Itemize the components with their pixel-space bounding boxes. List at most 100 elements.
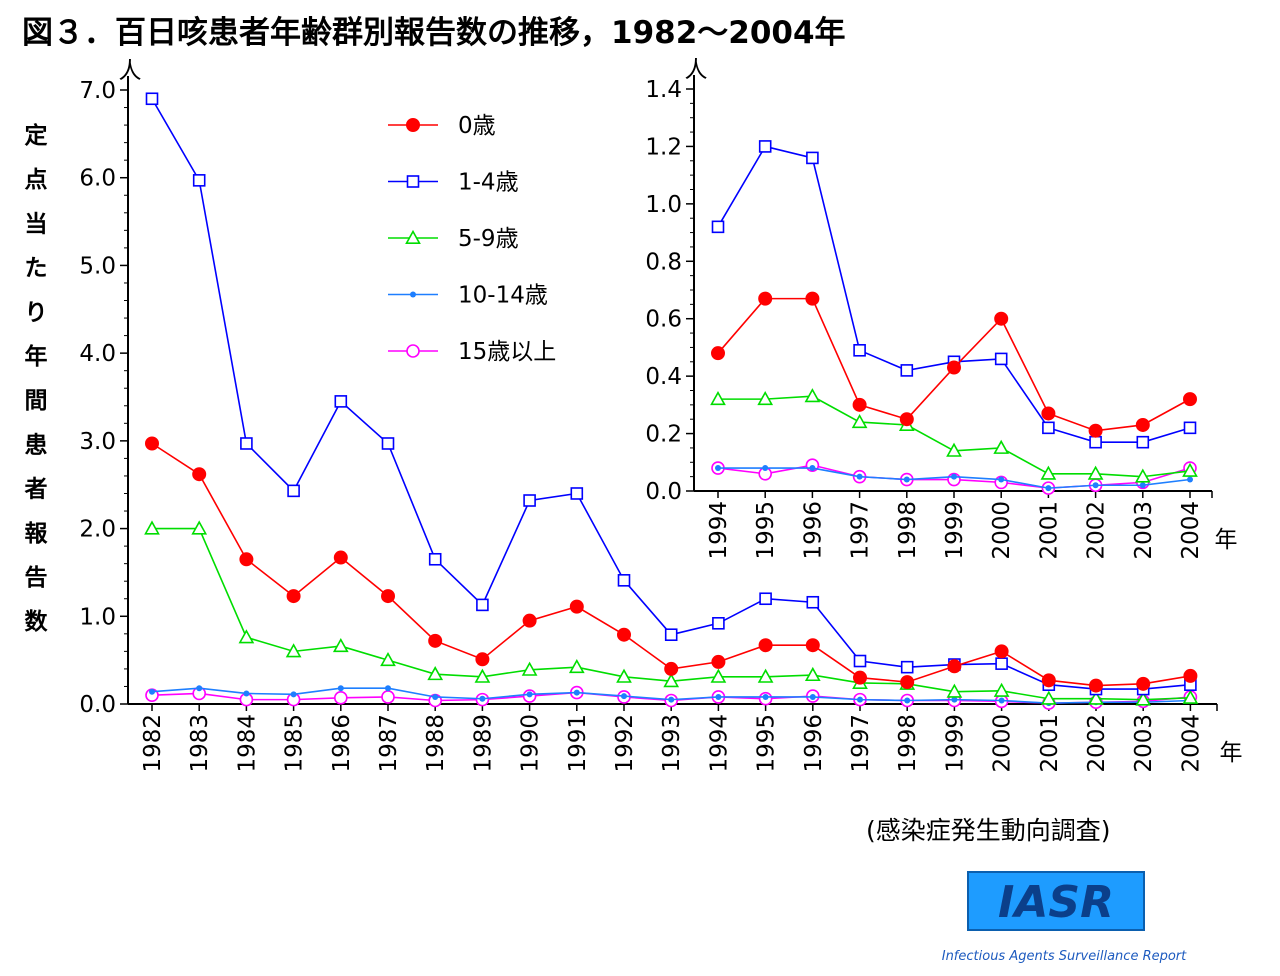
- y-tick-label: 1.0: [645, 192, 682, 218]
- inset-chart: 人 0.0 0.2 0.4 0.6 0.8 1.0 1.2 1.4 1994 1995 1996 199…: [645, 57, 1237, 560]
- y-axis-label-char: 定: [25, 122, 48, 149]
- x-tick-label: 1995: [754, 714, 780, 773]
- x-unit-label: 年: [1215, 527, 1238, 553]
- data-point-5-9: [1040, 465, 1057, 480]
- legend-marker-1-4: [406, 175, 420, 188]
- logo-text: IASR: [998, 877, 1114, 928]
- data-point-0: [805, 291, 820, 306]
- legend-label-15+: 15歳以上: [458, 339, 556, 365]
- data-point-1-4: [900, 364, 914, 377]
- y-tick-label: 1.4: [645, 77, 682, 103]
- data-point-0: [428, 633, 443, 648]
- y-axis-label-char: 間: [25, 388, 48, 414]
- y-axis-label-char: 告: [25, 565, 48, 591]
- data-point-10-14: [479, 695, 486, 702]
- data-point-10-14: [149, 688, 155, 695]
- legend: 0歳 1-4歳 5-9歳 10-14歳 15歳以上: [388, 113, 556, 365]
- data-point-5-9: [568, 659, 585, 674]
- data-point-5-9: [474, 668, 491, 683]
- data-point-5-9: [1088, 690, 1104, 705]
- data-point-0: [1089, 678, 1103, 693]
- y-tick-label: 0.4: [645, 364, 682, 390]
- data-point-5-9: [757, 390, 774, 406]
- y-tick-label: 4.0: [79, 341, 116, 367]
- y-axis-label-char: 点: [25, 167, 48, 193]
- data-point-10-14: [904, 697, 911, 704]
- y-axis-label-char: 数: [25, 609, 49, 635]
- data-point-1-4: [711, 220, 725, 234]
- data-point-0: [711, 654, 726, 669]
- data-point-5-9: [521, 661, 538, 676]
- data-point-5-9: [710, 390, 726, 406]
- data-point-0: [1183, 668, 1198, 683]
- data-point-0: [1088, 423, 1103, 438]
- data-point-0: [522, 613, 537, 628]
- y-tick-label: 0.0: [79, 692, 116, 718]
- data-point-5-9: [946, 683, 963, 698]
- x-tick-label: 1993: [659, 714, 685, 773]
- data-point-10-14: [856, 473, 863, 480]
- y-tick-label: 2.0: [79, 517, 116, 543]
- y-tick-label: 0.8: [645, 249, 682, 275]
- data-point-10-14: [715, 693, 722, 700]
- y-tick-label: 7.0: [79, 78, 116, 104]
- data-point-0: [805, 638, 820, 653]
- legend-marker-10-14: [410, 291, 416, 298]
- x-tick-label: 1996: [801, 714, 827, 773]
- data-point-5-9: [380, 651, 396, 667]
- y-axis-label-char: 患: [25, 431, 48, 458]
- data-point-1-4: [617, 574, 631, 587]
- x-tick-label: 1994: [706, 714, 732, 773]
- legend-label-10-14: 10-14歳: [458, 283, 548, 309]
- data-point-0: [381, 589, 395, 604]
- data-point-5-9: [427, 666, 444, 681]
- data-point-10-14: [337, 685, 344, 692]
- x-tick-label: 1989: [470, 714, 496, 773]
- data-point-0: [1135, 417, 1150, 432]
- iasr-logo: IASR Infectious Agents Surveillance Repo…: [942, 871, 1187, 964]
- data-point-10-14: [385, 685, 391, 692]
- x-tick-label: 1997: [848, 501, 874, 560]
- x-tick-label: 1999: [942, 501, 968, 560]
- x-tick-label: 1984: [234, 714, 260, 773]
- data-point-5-9: [285, 643, 302, 658]
- data-point-5-9: [993, 682, 1010, 697]
- data-point-0: [853, 670, 867, 685]
- x-tick-label: 2002: [1084, 501, 1110, 560]
- x-tick-label: 1998: [895, 501, 921, 560]
- y-tick-label: 1.0: [79, 604, 116, 630]
- x-tick-label: 1995: [753, 501, 779, 560]
- data-point-1-4: [1042, 421, 1055, 435]
- data-point-0: [569, 599, 584, 614]
- data-point-0: [475, 652, 490, 667]
- y-tick-label: 6.0: [79, 166, 116, 192]
- data-point-0: [852, 397, 867, 412]
- data-point-0: [239, 552, 254, 567]
- data-point-0: [994, 311, 1009, 326]
- data-point-1-4: [664, 628, 678, 642]
- data-point-0: [333, 550, 348, 565]
- data-point-1-4: [145, 92, 159, 106]
- data-point-1-4: [334, 395, 348, 408]
- x-unit-label: 年: [1220, 740, 1243, 766]
- main-chart: 人 0.0 1.0 2.0 3.0 4.0 5.0 6.0 7.0 1982 1983 1984 198…: [79, 58, 1242, 773]
- data-point-5-9: [616, 668, 632, 683]
- x-tick-label: 1982: [140, 714, 166, 773]
- x-tick-label: 1992: [612, 714, 638, 773]
- y-tick-label: 0.2: [645, 422, 682, 448]
- data-point-5-9: [1087, 465, 1104, 480]
- data-point-10-14: [857, 696, 863, 703]
- x-tick-label: 2004: [1178, 501, 1204, 560]
- data-point-1-4: [570, 487, 584, 500]
- data-point-5-9: [191, 520, 208, 535]
- x-tick-label: 2001: [1036, 501, 1062, 560]
- source-note: (感染症発生動向調査): [866, 816, 1111, 845]
- data-point-1-4: [1183, 421, 1197, 435]
- legend-marker-5-9: [405, 229, 421, 244]
- data-point-1-4: [287, 484, 300, 498]
- data-point-10-14: [903, 476, 910, 483]
- x-tick-label: 2003: [1131, 501, 1157, 560]
- data-point-0: [664, 661, 679, 676]
- y-tick-label: 3.0: [79, 429, 116, 455]
